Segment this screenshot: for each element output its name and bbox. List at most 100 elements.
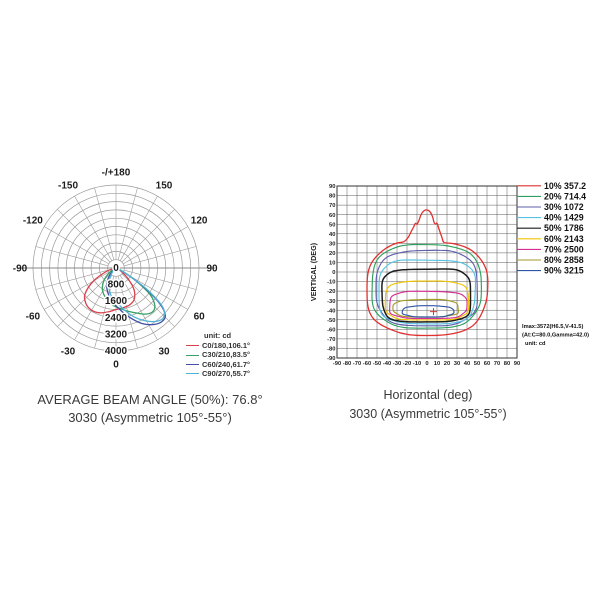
iso-x-tick: -20 [403, 361, 411, 367]
iso-legend-label: 10% 357.2 [544, 181, 586, 191]
iso-legend-label: 50% 1786 [544, 223, 584, 233]
iso-x-tick: 10 [434, 361, 440, 367]
iso-x-tick: -80 [343, 361, 351, 367]
polar-ring-label: 800 [108, 280, 125, 291]
iso-y-tick: 50 [329, 222, 335, 228]
iso-x-tick: 40 [464, 361, 470, 367]
legend-label: C0/180,106.1° [202, 341, 251, 350]
polar-ring-label: 3200 [105, 329, 128, 340]
legend-label: C30/210,83.5° [202, 350, 251, 360]
iso-legend-label: 30% 1072 [544, 202, 584, 212]
iso-y-tick: 30 [329, 241, 335, 247]
contour-30% [375, 249, 478, 327]
iso-x-tick: 30 [454, 361, 460, 367]
polar-caption-line2: 3030 (Asymmetric 105°-55°) [68, 410, 232, 426]
iso-annotation-line: unit: cd [525, 341, 546, 347]
polar-curve-0 [83, 267, 136, 314]
iso-y-tick: 40 [329, 232, 335, 238]
iso-grid [336, 185, 518, 359]
iso-y-tick: 80 [329, 194, 335, 200]
iso-y-tick: 60 [329, 213, 335, 219]
legend-line-swatch [186, 354, 199, 356]
polar-angle-label: -/+180 [102, 168, 131, 179]
iso-legend-label: 40% 1429 [544, 213, 584, 223]
isocandela-plot: -90 -80 -70 -60 -50 -40 -30 -20 -10 0 10 20 30 40 50 60… [309, 181, 589, 367]
polar-ring-label: 2400 [105, 313, 128, 324]
iso-x-tick: 80 [504, 361, 510, 367]
legend-line-swatch [186, 373, 199, 375]
polar-angle-label: 90 [206, 264, 218, 275]
polar-caption-line1: AVERAGE BEAM ANGLE (50%): 76.8° [37, 392, 263, 407]
polar-angle-label: -120 [23, 216, 43, 227]
iso-legend-label: 60% 2143 [544, 234, 584, 244]
contour-20% [371, 243, 482, 329]
contour-70% [389, 290, 468, 320]
iso-legend-label: 20% 714.4 [544, 191, 586, 201]
iso-y-tick: -40 [327, 308, 335, 314]
polar-angle-label: 0 [113, 360, 119, 371]
iso-annotation-line: (At:C=80.0,Gamma=42.0) [522, 333, 589, 339]
polar-legend-items: C0/180,106.1° C30/210,83.5° C60/240,61.7° C… [186, 341, 302, 379]
imax-marker [430, 308, 437, 316]
legend-line-swatch [186, 363, 199, 365]
polar-legend-unit: unit: cd [204, 331, 232, 340]
iso-legend-label: 70% 2500 [544, 244, 584, 254]
iso-y-tick: -30 [327, 299, 335, 305]
contour-40% [378, 259, 477, 325]
iso-y-tick: 20 [329, 251, 335, 257]
legend-line-swatch [186, 345, 199, 347]
iso-y-tick: 70 [329, 203, 335, 209]
iso-x-tick: -40 [383, 361, 391, 367]
polar-angle-label: 30 [158, 347, 170, 358]
polar-caption: AVERAGE BEAM ANGLE (50%): 76.8° 3030 (As… [0, 391, 300, 428]
iso-x-tick: 70 [494, 361, 500, 367]
iso-annotation-line: Imax:3572(H6.5,V-41.5) [522, 324, 583, 330]
legend-label: C90/270,55.7° [202, 369, 251, 379]
iso-y-tick: -10 [327, 280, 335, 286]
iso-y-axis-title: VERTICAL (DEG) [309, 242, 318, 301]
iso-y-tick: -60 [327, 327, 335, 333]
iso-caption-line2: 3030 (Asymmetric 105°-55°) [349, 406, 507, 421]
polar-curve-3 [108, 267, 166, 323]
iso-x-tick: 90 [514, 361, 520, 367]
contour-10% [366, 209, 489, 337]
polar-angle-label: 150 [156, 180, 173, 191]
iso-y-tick: -80 [327, 347, 335, 353]
contour-50% [381, 268, 472, 323]
polar-ring-label: 1600 [105, 296, 128, 307]
iso-x-tick: -60 [363, 361, 371, 367]
contour-90% [401, 305, 455, 318]
polar-legend-item: C60/240,61.7° [186, 360, 302, 369]
contour-60% [384, 280, 470, 321]
polar-angle-label: -30 [61, 347, 76, 358]
iso-y-tick: -50 [327, 318, 335, 324]
iso-x-tick: 20 [444, 361, 450, 367]
iso-x-tick: -50 [373, 361, 381, 367]
polar-legend-item: C30/210,83.5° [186, 350, 302, 359]
iso-y-tick: -90 [327, 356, 335, 362]
polar-legend-item: C0/180,106.1° [186, 341, 302, 350]
polar-angle-label: -90 [13, 264, 28, 275]
iso-x-tick: 0 [425, 361, 428, 367]
iso-legend-label: 80% 2858 [544, 255, 584, 265]
iso-x-tick: -30 [393, 361, 401, 367]
iso-x-tick: -10 [413, 361, 421, 367]
iso-x-tick: 60 [484, 361, 490, 367]
polar-angle-label: 120 [191, 216, 208, 227]
legend-label: C60/240,61.7° [202, 359, 251, 369]
polar-legend: unit: cd C0/180,106.1° C30/210,83.5° C60/2… [186, 331, 302, 379]
iso-y-tick: -20 [327, 289, 335, 295]
iso-y-tick: 10 [329, 261, 335, 267]
polar-legend-item: C90/270,55.7° [186, 369, 302, 378]
polar-ring-label: 0 [113, 263, 119, 274]
iso-xaxis-title: Horizontal (deg) [383, 388, 473, 402]
iso-x-tick: 50 [474, 361, 480, 367]
iso-y-tick: -70 [327, 337, 335, 343]
iso-y-tick: 90 [329, 184, 335, 190]
iso-y-tick: 0 [332, 270, 335, 276]
iso-legend-label: 90% 3215 [544, 266, 584, 276]
polar-ring-label: 4000 [105, 346, 128, 357]
polar-angle-label: 60 [194, 312, 206, 323]
polar-plot: 0 800 1600 2400 3200 4000 0 30 60 90 120 150 -/+180 -… [13, 168, 218, 371]
